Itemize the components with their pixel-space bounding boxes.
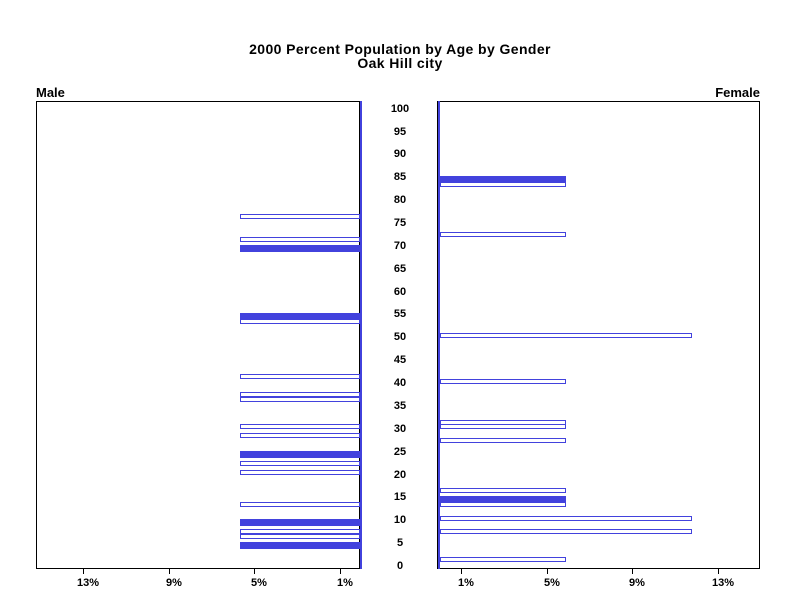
bar-female-age-8 (440, 529, 692, 534)
female-panel-label: Female (715, 85, 760, 100)
age-tick-label-30: 30 (393, 423, 407, 435)
age-tick-label-90: 90 (393, 148, 407, 160)
female-pct-label-9: 9% (629, 577, 645, 589)
male-pct-tick-5 (254, 569, 255, 574)
age-tick-label-15: 15 (393, 491, 407, 503)
age-tick-label-65: 65 (393, 263, 407, 275)
male-pct-tick-9 (169, 569, 170, 574)
bar-male-age-29 (240, 433, 360, 438)
bar-female-age-17 (440, 488, 566, 493)
bar-male-age-70 (240, 245, 360, 252)
age-tick-label-50: 50 (393, 331, 407, 343)
age-tick-label-5: 5 (396, 537, 404, 549)
age-tick-label-75: 75 (393, 217, 407, 229)
bar-male-age-10 (240, 519, 360, 526)
age-tick-label-100: 100 (390, 103, 410, 115)
age-tick-label-10: 10 (393, 514, 407, 526)
chart-title: 2000 Percent Population by Age by Gender (249, 41, 551, 57)
age-tick-label-95: 95 (393, 126, 407, 138)
female-pct-tick-5 (547, 569, 548, 574)
bar-female-age-41 (440, 379, 566, 384)
male-pct-label-1: 1% (337, 577, 353, 589)
age-tick-label-85: 85 (393, 171, 407, 183)
age-tick-label-35: 35 (393, 400, 407, 412)
bar-male-age-23 (240, 461, 360, 466)
age-tick-label-45: 45 (393, 354, 407, 366)
bar-female-age-2 (440, 557, 566, 562)
bar-male-age-25 (240, 451, 360, 458)
male-panel-label: Male (36, 85, 65, 100)
bar-female-age-85 (440, 176, 566, 183)
bar-female-age-11 (440, 516, 692, 521)
age-tick-label-80: 80 (393, 194, 407, 206)
male-zero-axis-line (360, 101, 362, 569)
bar-male-age-37 (240, 397, 360, 402)
bar-male-age-42 (240, 374, 360, 379)
bar-female-age-73 (440, 232, 566, 237)
bar-female-age-15 (440, 496, 566, 503)
bar-male-age-77 (240, 214, 360, 219)
age-tick-label-40: 40 (393, 377, 407, 389)
bar-female-age-51 (440, 333, 692, 338)
age-tick-label-25: 25 (393, 446, 407, 458)
female-zero-axis-line (438, 101, 440, 569)
age-tick-label-55: 55 (393, 308, 407, 320)
female-pct-tick-1 (461, 569, 462, 574)
bar-female-age-32 (440, 420, 566, 425)
bar-male-age-31 (240, 424, 360, 429)
female-pct-tick-13 (718, 569, 719, 574)
male-plot-area (36, 101, 360, 569)
bar-male-age-5 (240, 542, 360, 549)
chart-subtitle: Oak Hill city (357, 55, 443, 71)
bar-male-age-14 (240, 502, 360, 507)
bar-male-age-72 (240, 237, 360, 242)
male-pct-tick-13 (83, 569, 84, 574)
female-pct-label-13: 13% (711, 577, 735, 589)
age-tick-label-60: 60 (393, 286, 407, 298)
female-pct-tick-9 (632, 569, 633, 574)
bar-male-age-21 (240, 470, 360, 475)
age-tick-label-70: 70 (393, 240, 407, 252)
bar-male-age-8 (240, 529, 360, 534)
male-pct-label-5: 5% (251, 577, 267, 589)
female-pct-label-5: 5% (544, 577, 560, 589)
male-pct-tick-1 (340, 569, 341, 574)
bar-male-age-55 (240, 313, 360, 320)
female-pct-label-1: 1% (458, 577, 474, 589)
bar-male-age-7 (240, 534, 360, 539)
bar-male-age-38 (240, 392, 360, 397)
male-pct-label-13: 13% (76, 577, 100, 589)
age-tick-label-20: 20 (393, 469, 407, 481)
bar-female-age-28 (440, 438, 566, 443)
age-tick-label-0: 0 (396, 560, 404, 572)
male-pct-label-9: 9% (166, 577, 182, 589)
